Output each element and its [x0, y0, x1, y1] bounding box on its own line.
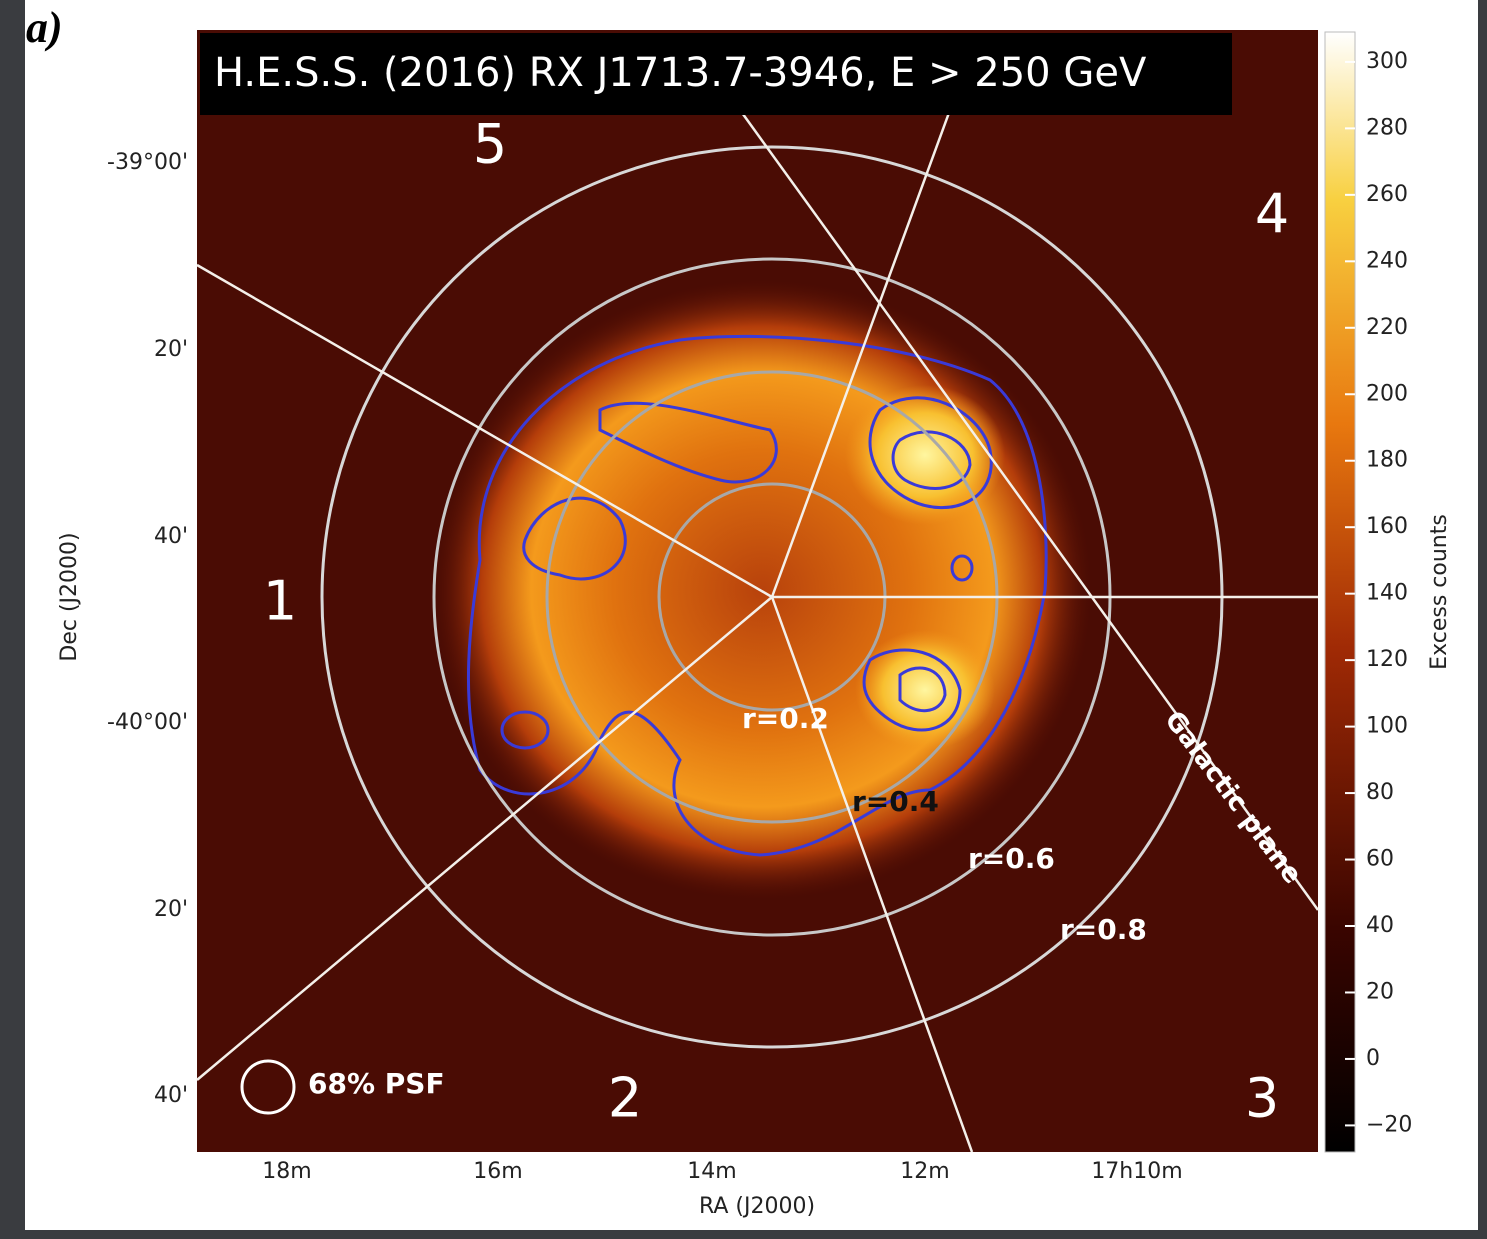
colorbar-tick-label: 140: [1366, 581, 1408, 606]
colorbar-tick-label: 0: [1366, 1046, 1380, 1071]
colorbar-tick-label: −20: [1366, 1112, 1412, 1137]
psf-label: 68% PSF: [308, 1067, 445, 1100]
radius-label: r=0.6: [968, 842, 1055, 875]
region-label: 4: [1255, 183, 1289, 246]
panel-label: a): [26, 3, 63, 52]
x-axis-label: RA (J2000): [699, 1194, 815, 1219]
x-tick-label: 17h10m: [1091, 1159, 1182, 1184]
colorbar-tick-label: 220: [1366, 315, 1408, 340]
colorbar-tick-label: 120: [1366, 647, 1408, 672]
hotspot: [845, 385, 1005, 525]
figure: H.E.S.S. (2016) RX J1713.7-3946, E > 250…: [0, 0, 1487, 1239]
title: H.E.S.S. (2016) RX J1713.7-3946, E > 250…: [214, 50, 1147, 96]
y-tick-label: 20': [154, 337, 188, 362]
colorbar-label: Excess counts: [1427, 514, 1452, 670]
region-label: 5: [473, 113, 507, 176]
region-label: 1: [263, 570, 297, 633]
colorbar-tick-label: 20: [1366, 979, 1394, 1004]
y-axis-label: Dec (J2000): [57, 532, 82, 661]
colorbar-tick-label: 260: [1366, 182, 1408, 207]
page: H.E.S.S. (2016) RX J1713.7-3946, E > 250…: [0, 0, 1487, 1239]
y-tick-label: 40': [154, 1083, 188, 1108]
colorbar-tick-label: 200: [1366, 381, 1408, 406]
colorbar-tick-label: 240: [1366, 248, 1408, 273]
colorbar-tick-label: 80: [1366, 780, 1394, 805]
region-label: 2: [608, 1067, 642, 1130]
x-tick-label: 14m: [687, 1159, 736, 1184]
x-tick-label: 16m: [473, 1159, 522, 1184]
colorbar-tick-label: 280: [1366, 115, 1408, 140]
radius-label: r=0.8: [1060, 913, 1147, 946]
colorbar-tick-label: 100: [1366, 714, 1408, 739]
colorbar-tick-label: 160: [1366, 514, 1408, 539]
y-tick-label: -40°00': [107, 710, 188, 735]
radius-label: r=0.4: [852, 785, 939, 818]
colorbar-tick-label: 40: [1366, 913, 1394, 938]
x-tick-label: 18m: [262, 1159, 311, 1184]
colorbar-tick-label: 60: [1366, 847, 1394, 872]
colorbar-tick-label: 180: [1366, 448, 1408, 473]
hotspot: [855, 630, 995, 750]
colorbar: [1325, 32, 1355, 1152]
x-tick-label: 12m: [900, 1159, 949, 1184]
region-label: 3: [1245, 1067, 1279, 1130]
y-tick-label: 40': [154, 524, 188, 549]
y-tick-label: 20': [154, 897, 188, 922]
colorbar-tick-label: 300: [1366, 49, 1408, 74]
radius-label: r=0.2: [742, 702, 829, 735]
y-tick-label: -39°00': [107, 150, 188, 175]
